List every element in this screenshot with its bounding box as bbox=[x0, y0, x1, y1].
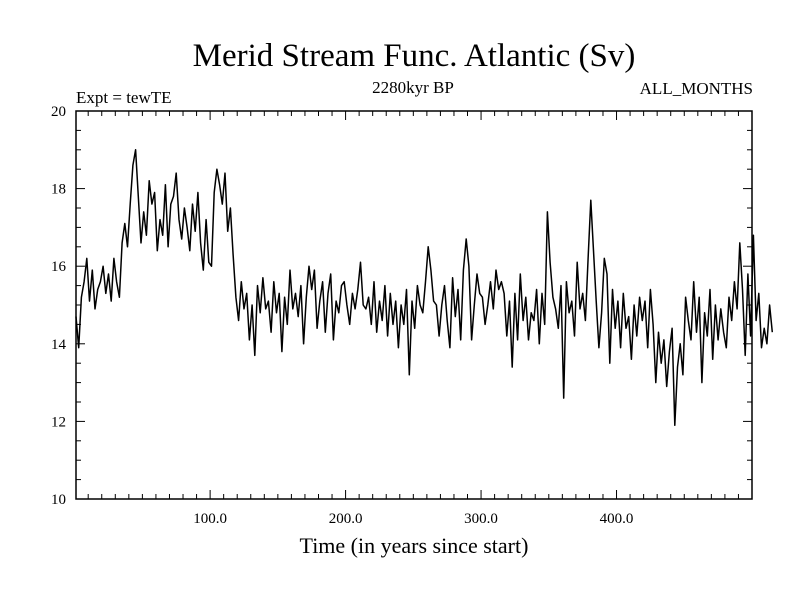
period-label: 2280kyr BP bbox=[372, 78, 454, 97]
x-tick-label: 200.0 bbox=[329, 511, 363, 527]
plot-frame bbox=[75, 110, 753, 500]
y-tick-label: 16 bbox=[51, 259, 67, 275]
y-tick-label: 14 bbox=[51, 337, 67, 353]
chart-title: Merid Stream Func. Atlantic (Sv) bbox=[193, 38, 636, 74]
y-tick-label: 10 bbox=[51, 492, 66, 508]
y-tick-label: 20 bbox=[51, 104, 66, 120]
x-tick-label: 400.0 bbox=[600, 511, 634, 527]
x-tick-labels: 100.0 200.0 300.0 400.0 bbox=[193, 511, 633, 527]
axis-ticks bbox=[76, 111, 753, 499]
experiment-label: Expt = tewTE bbox=[76, 88, 172, 107]
series-line bbox=[75, 149, 774, 427]
months-label: ALL_MONTHS bbox=[640, 79, 753, 98]
x-tick-label: 100.0 bbox=[193, 511, 227, 527]
x-tick-label: 300.0 bbox=[464, 511, 498, 527]
y-tick-label: 18 bbox=[51, 182, 66, 198]
x-axis-label: Time (in years since start) bbox=[300, 533, 529, 558]
y-tick-label: 12 bbox=[51, 414, 66, 430]
y-tick-labels: 10 12 14 16 18 20 bbox=[51, 104, 67, 508]
